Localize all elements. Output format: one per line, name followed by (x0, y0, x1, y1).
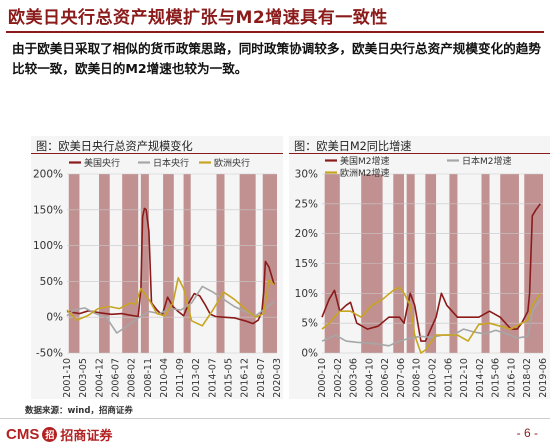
logo-text: CMS (6, 425, 40, 443)
chart-title-rule (31, 153, 283, 154)
series-line (321, 286, 541, 354)
legend-entry: 美国M2增速 (340, 155, 390, 167)
y-tick-label: 30% (295, 169, 318, 181)
x-tick-label: 2020-03 (272, 358, 283, 398)
summary-text: 由于欧美日采取了相似的货币政策思路，同时政策协调较多，欧美日央行总资产规模变化的… (12, 41, 541, 76)
legend-entry: 欧洲央行 (214, 157, 250, 169)
company-logo: CMS 招 招商证券 (6, 424, 112, 444)
series-line (66, 277, 275, 327)
x-tick-label: 2010-04 (159, 358, 170, 398)
x-tick-label: 2018-02 (522, 358, 533, 398)
legend-entry: 日本央行 (153, 157, 189, 169)
x-tick-label: 2004-10 (364, 358, 375, 398)
y-tick-label: 10% (295, 288, 318, 300)
y-tick-label: 15% (295, 258, 318, 270)
x-tick-label: 2019-06 (538, 358, 549, 398)
shaded-period (140, 174, 149, 353)
logo-mark-icon: 招 (42, 426, 58, 442)
shaded-period (99, 174, 110, 353)
x-tick-label: 2018-07 (256, 358, 267, 398)
shaded-period (122, 174, 139, 353)
page-title: 欧美日央行总资产规模扩张与M2增速具有一致性 (8, 8, 388, 28)
y-tick-label: 25% (295, 198, 318, 210)
y-tick-label: 20% (295, 228, 318, 240)
x-tick-label: 2004-12 (94, 358, 105, 398)
y-tick-label: 100% (33, 240, 63, 252)
x-tick-label: 2012-10 (459, 358, 470, 398)
legend-entry: 日本M2增速 (462, 155, 512, 167)
y-tick-label: 150% (33, 204, 63, 216)
shaded-period (239, 174, 256, 353)
x-tick-label: 2016-10 (506, 358, 517, 398)
chart-title-rule (289, 153, 550, 154)
x-tick-label: 2010-02 (428, 358, 439, 398)
footer-rule (0, 418, 550, 419)
x-tick-label: 2011-09 (175, 358, 186, 398)
page-number: - 6 - (516, 426, 538, 440)
x-tick-label: 2015-05 (224, 358, 235, 398)
data-source: 数据来源：wind，招商证券 (25, 406, 133, 416)
central-bank-assets-chart-panel: 图：欧美日央行总资产规模变化 -50% 0% 50% 100% 150% 200% 2001… (31, 136, 283, 399)
x-tick-label: 2008-11 (143, 358, 154, 398)
y-tick-label: 200% (33, 169, 63, 181)
x-tick-label: 2002-02 (333, 358, 344, 398)
x-tick-label: 2014-07 (207, 358, 218, 398)
x-tick-label: 2008-10 (412, 358, 423, 398)
x-tick-label: 2013-02 (191, 358, 202, 398)
x-tick-label: 2014-02 (475, 358, 486, 398)
chart-title: 图：欧美日央行总资产规模变化 (36, 140, 193, 153)
shaded-period (183, 174, 191, 353)
y-tick-label: 0% (301, 348, 318, 360)
x-tick-label: 2006-07 (110, 358, 121, 398)
m2-growth-chart-panel: 图：欧美日M2同比增速 0% 5% 10% 15% 20% 25% 30% 2000-10 20… (289, 136, 550, 399)
x-tick-label: 2008-02 (127, 358, 138, 398)
chart-title: 图：欧美日M2同比增速 (294, 140, 412, 153)
series-line (321, 298, 541, 347)
shaded-period (163, 174, 174, 353)
shaded-period (68, 174, 80, 353)
x-tick-label: 2016-12 (240, 358, 251, 398)
y-tick-label: 0% (46, 312, 63, 324)
x-tick-label: 2001-10 (62, 358, 73, 398)
logo-company-name: 招商证券 (60, 428, 113, 444)
legend-entry: 美国央行 (84, 157, 120, 169)
m2-growth-chart: 0% 5% 10% 15% 20% 25% 30% 2000-10 2002-02 2003-06… (295, 155, 549, 398)
y-tick-label: 5% (301, 318, 318, 330)
x-tick-label: 2003-05 (78, 358, 89, 398)
x-tick-label: 2006-02 (380, 358, 391, 398)
y-tick-label: 50% (40, 276, 63, 288)
legend-entry: 欧洲M2增速 (340, 167, 390, 179)
x-tick-label: 2000-10 (317, 358, 328, 398)
central-bank-assets-chart: -50% 0% 50% 100% 150% 200% 2001-10 2003-05 2004-… (33, 157, 283, 398)
x-tick-label: 2015-06 (491, 358, 502, 398)
x-tick-label: 2007-06 (396, 358, 407, 398)
x-tick-label: 2003-06 (349, 358, 360, 398)
x-tick-label: 2011-06 (443, 358, 454, 398)
y-tick-label: -50% (36, 348, 63, 360)
title-rule (6, 31, 544, 33)
shaded-period (216, 174, 225, 353)
